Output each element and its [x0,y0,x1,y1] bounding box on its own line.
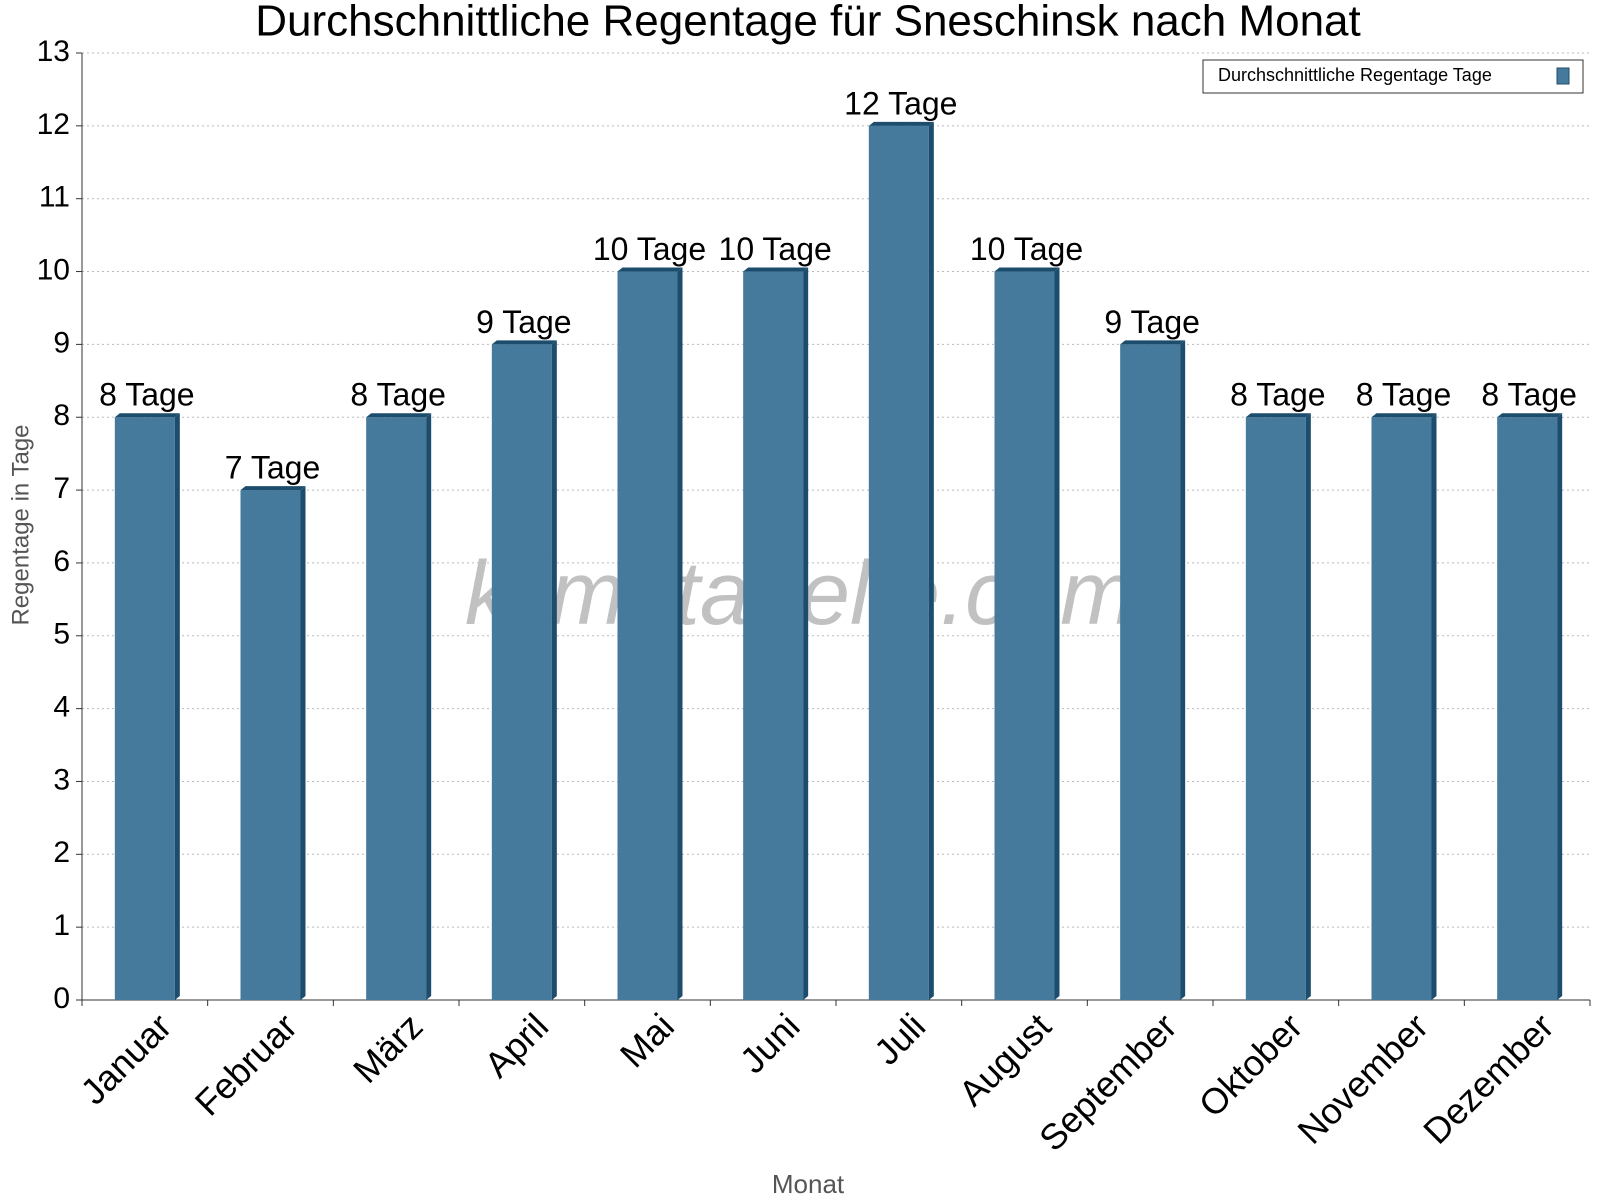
bar-side [551,340,557,1000]
y-tick-label: 4 [53,691,70,724]
x-tick-label: Mai [612,1005,682,1075]
bar-side [1557,413,1563,1000]
bar-top [617,267,683,272]
bar-side [803,267,809,1000]
y-tick-label: 11 [39,181,70,214]
value-label: 8 Tage [1481,377,1577,413]
y-tick-label: 1 [53,909,70,942]
bar-side [928,121,934,1001]
bar [743,271,804,1000]
bar-top [743,267,809,272]
bar-top [868,121,934,126]
x-tick-label: März [345,1005,431,1091]
bar-top [366,413,432,418]
y-tick-label: 0 [53,982,70,1015]
legend-box [1202,59,1584,94]
x-tick-label: Januar [72,1005,179,1112]
y-tick-label: 12 [37,108,70,141]
bar-top [1120,340,1186,345]
value-label: 9 Tage [1104,304,1200,340]
x-tick-label: April [476,1005,556,1085]
legend-swatch [1556,67,1570,85]
bar-side [677,267,683,1000]
bar [114,417,175,1000]
bar-top [240,486,306,491]
bar-side [300,486,306,1001]
value-label: 8 Tage [350,377,446,413]
bar [868,125,929,1001]
bar-top [114,413,180,418]
legend: Durchschnittliche Regentage Tage [1202,59,1584,94]
value-label: 12 Tage [844,85,957,121]
value-label: 8 Tage [99,377,195,413]
y-tick-label: 9 [53,326,70,359]
bar [1245,417,1306,1000]
x-axis-label: Monat [772,1169,845,1199]
x-tick-label: Juli [866,1005,933,1072]
bar [366,417,427,1000]
value-label: 9 Tage [476,304,572,340]
y-axis-label: Regentage in Tage [7,424,34,625]
bar-top [491,340,557,345]
y-tick-label: 5 [53,618,70,651]
bar-top [994,267,1060,272]
x-tick-label: Oktober [1191,1005,1311,1125]
y-tick-label: 6 [53,545,70,578]
bar-side [1431,413,1437,1000]
bar-side [1180,340,1186,1000]
chart-title: Durchschnittliche Regentage für Sneschin… [255,0,1361,46]
bar-top [1371,413,1437,418]
legend-label: Durchschnittliche Regentage Tage [1218,65,1492,85]
value-label: 10 Tage [593,231,706,267]
value-label: 8 Tage [1356,377,1452,413]
value-label: 10 Tage [970,231,1083,267]
bar-top [1245,413,1311,418]
x-tick-label: Juni [732,1005,808,1081]
x-tick-label: Februar [187,1005,305,1123]
y-tick-label: 2 [53,836,70,869]
bar-side [1305,413,1311,1000]
value-label: 7 Tage [225,450,321,486]
x-tick-label: September [1031,1005,1185,1159]
bar [1371,417,1432,1000]
bar [491,344,552,1000]
value-label: 8 Tage [1230,377,1326,413]
y-tick-label: 10 [37,253,70,286]
bar-side [174,413,180,1000]
x-tick-label: November [1289,1005,1435,1151]
y-tick-label: 7 [53,472,70,505]
y-tick-label: 13 [37,35,70,68]
bar [1120,344,1181,1000]
bar-top [1497,413,1563,418]
x-tick-label: Dezember [1415,1005,1561,1151]
bar [994,271,1055,1000]
bar [617,271,678,1000]
value-label: 10 Tage [719,231,832,267]
y-tick-label: 3 [53,763,70,796]
x-tick-label: August [951,1005,1059,1113]
bar [1497,417,1558,1000]
bar [240,490,301,1000]
bar-side [1054,267,1060,1000]
y-tick-label: 8 [53,399,70,432]
bar-side [426,413,432,1000]
